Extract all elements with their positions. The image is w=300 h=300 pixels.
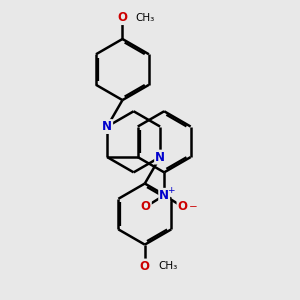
Text: N: N: [102, 120, 112, 133]
Text: N: N: [159, 189, 169, 202]
Text: CH₃: CH₃: [136, 13, 155, 22]
Text: −: −: [189, 202, 198, 212]
Text: O: O: [118, 11, 128, 24]
Text: +: +: [167, 186, 175, 195]
Text: N: N: [155, 151, 165, 164]
Text: O: O: [140, 260, 150, 272]
Text: O: O: [141, 200, 151, 213]
Text: O: O: [178, 200, 188, 213]
Text: CH₃: CH₃: [158, 261, 177, 271]
